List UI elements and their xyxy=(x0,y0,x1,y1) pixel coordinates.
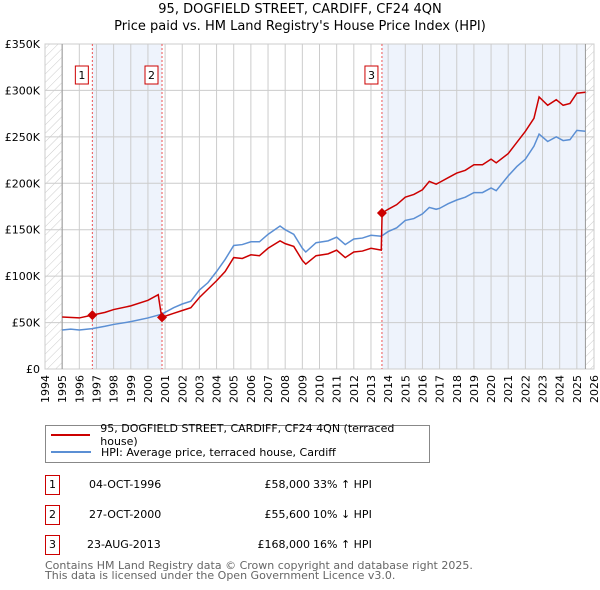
legend: 95, DOGFIELD STREET, CARDIFF, CF24 4QN (… xyxy=(45,422,430,463)
x-tick-label: 1995 xyxy=(56,375,69,403)
sale-price: £58,000 xyxy=(264,478,311,491)
price-chart: 1994 1995 1996 1997 1998 1999 2000 2001 2002 2003… xyxy=(5,38,600,403)
shaded-range xyxy=(92,44,163,369)
x-tick-label: 2011 xyxy=(331,375,344,403)
hatched-no-data-left xyxy=(45,44,63,369)
x-tick-label: 2023 xyxy=(537,375,550,403)
chart-title: 95, DOGFIELD STREET, CARDIFF, CF24 4QN xyxy=(158,2,442,17)
hatched-no-data-right xyxy=(585,44,594,369)
y-tick-label: £0 xyxy=(26,363,40,376)
x-tick-label: 2018 xyxy=(451,375,464,403)
x-tick-label: 2021 xyxy=(502,375,515,403)
sale-marker-badge: 2 xyxy=(45,505,60,525)
y-tick-label: £250K xyxy=(5,131,41,144)
sale-price: £168,000 xyxy=(257,538,311,551)
y-tick-label: £150K xyxy=(5,224,41,237)
property-price-line xyxy=(62,91,586,319)
x-tick-label: 1998 xyxy=(108,375,121,403)
sale-row: 2 27-OCT-2000 £55,600 10% ↓ HPI xyxy=(45,505,465,525)
footer-licence: This data is licensed under the Open Gov… xyxy=(45,569,396,582)
sale-marker-badge: 3 xyxy=(45,535,60,555)
x-tick-label: 2020 xyxy=(485,375,498,403)
sale-label: 3 xyxy=(368,69,375,82)
x-tick-label: 2010 xyxy=(314,375,327,403)
sale-hpi-diff: 10% ↓ HPI xyxy=(313,508,372,521)
sale-label-box xyxy=(74,65,89,85)
x-tick-label: 2005 xyxy=(228,375,241,403)
legend-item-property: 95, DOGFIELD STREET, CARDIFF, CF24 4QN (… xyxy=(51,422,429,448)
footer: Contains HM Land Registry data © Crown c… xyxy=(45,559,473,582)
x-tick-label: 1996 xyxy=(73,375,86,403)
x-tick-label: 2007 xyxy=(262,375,275,403)
y-tick-label: £50K xyxy=(12,317,41,330)
footer-copyright: Contains HM Land Registry data © Crown c… xyxy=(45,559,473,572)
hpi-line xyxy=(62,129,586,331)
sale-label-box xyxy=(364,65,379,85)
legend-swatch-property xyxy=(51,434,91,436)
sale-point xyxy=(87,310,98,321)
sale-row: 3 23-AUG-2013 £168,000 16% ↑ HPI xyxy=(45,535,465,555)
x-tick-label: 2008 xyxy=(279,375,292,403)
sale-label: 2 xyxy=(148,69,155,82)
x-tick-label: 2004 xyxy=(211,375,224,403)
x-tick-label: 2019 xyxy=(468,375,481,403)
sale-row: 1 04-OCT-1996 £58,000 33% ↑ HPI xyxy=(45,475,465,495)
sale-point xyxy=(157,312,168,323)
x-tick-label: 1994 xyxy=(39,375,52,403)
sale-price: £55,600 xyxy=(264,508,311,521)
sale-date: 04-OCT-1996 xyxy=(89,478,162,491)
shaded-range xyxy=(381,44,586,369)
sale-hpi-diff: 16% ↑ HPI xyxy=(313,538,372,551)
x-tick-label: 2022 xyxy=(519,375,532,403)
x-tick-label: 1999 xyxy=(125,375,138,403)
x-tick-label: 2002 xyxy=(176,375,189,403)
legend-label-property: 95, DOGFIELD STREET, CARDIFF, CF24 4QN (… xyxy=(100,422,395,448)
x-tick-label: 2014 xyxy=(382,375,395,403)
x-tick-label: 2024 xyxy=(554,375,567,403)
x-tick-label: 2001 xyxy=(159,375,172,403)
y-tick-label: £200K xyxy=(5,177,41,190)
sale-date: 27-OCT-2000 xyxy=(89,508,162,521)
x-tick-label: 2015 xyxy=(399,375,412,403)
y-tick-label: £350K xyxy=(5,38,41,51)
legend-swatch-hpi xyxy=(51,451,91,453)
legend-item-hpi: HPI: Average price, terraced house, Card… xyxy=(51,444,336,460)
x-tick-label: 2009 xyxy=(296,375,309,403)
sale-marker-badge: 1 xyxy=(45,475,60,495)
x-tick-label: 2000 xyxy=(142,375,155,403)
x-tick-label: 1997 xyxy=(90,375,103,403)
x-tick-label: 2013 xyxy=(365,375,378,403)
sale-label: 1 xyxy=(78,69,85,82)
sale-date: 23-AUG-2013 xyxy=(87,538,161,551)
y-tick-label: £100K xyxy=(5,270,41,283)
y-tick-label: £300K xyxy=(5,84,41,97)
x-tick-label: 2017 xyxy=(434,375,447,403)
x-tick-label: 2016 xyxy=(416,375,429,403)
sale-hpi-diff: 33% ↑ HPI xyxy=(313,478,372,491)
sale-label-box xyxy=(144,65,159,85)
x-tick-label: 2012 xyxy=(348,375,361,403)
chart-subtitle: Price paid vs. HM Land Registry's House … xyxy=(114,19,486,34)
x-tick-label: 2003 xyxy=(193,375,206,403)
legend-label-hpi: HPI: Average price, terraced house, Card… xyxy=(101,445,336,459)
x-tick-label: 2006 xyxy=(245,375,258,403)
x-tick-label: 2025 xyxy=(571,375,584,403)
sale-point xyxy=(376,208,387,218)
x-tick-label: 2026 xyxy=(588,375,600,403)
